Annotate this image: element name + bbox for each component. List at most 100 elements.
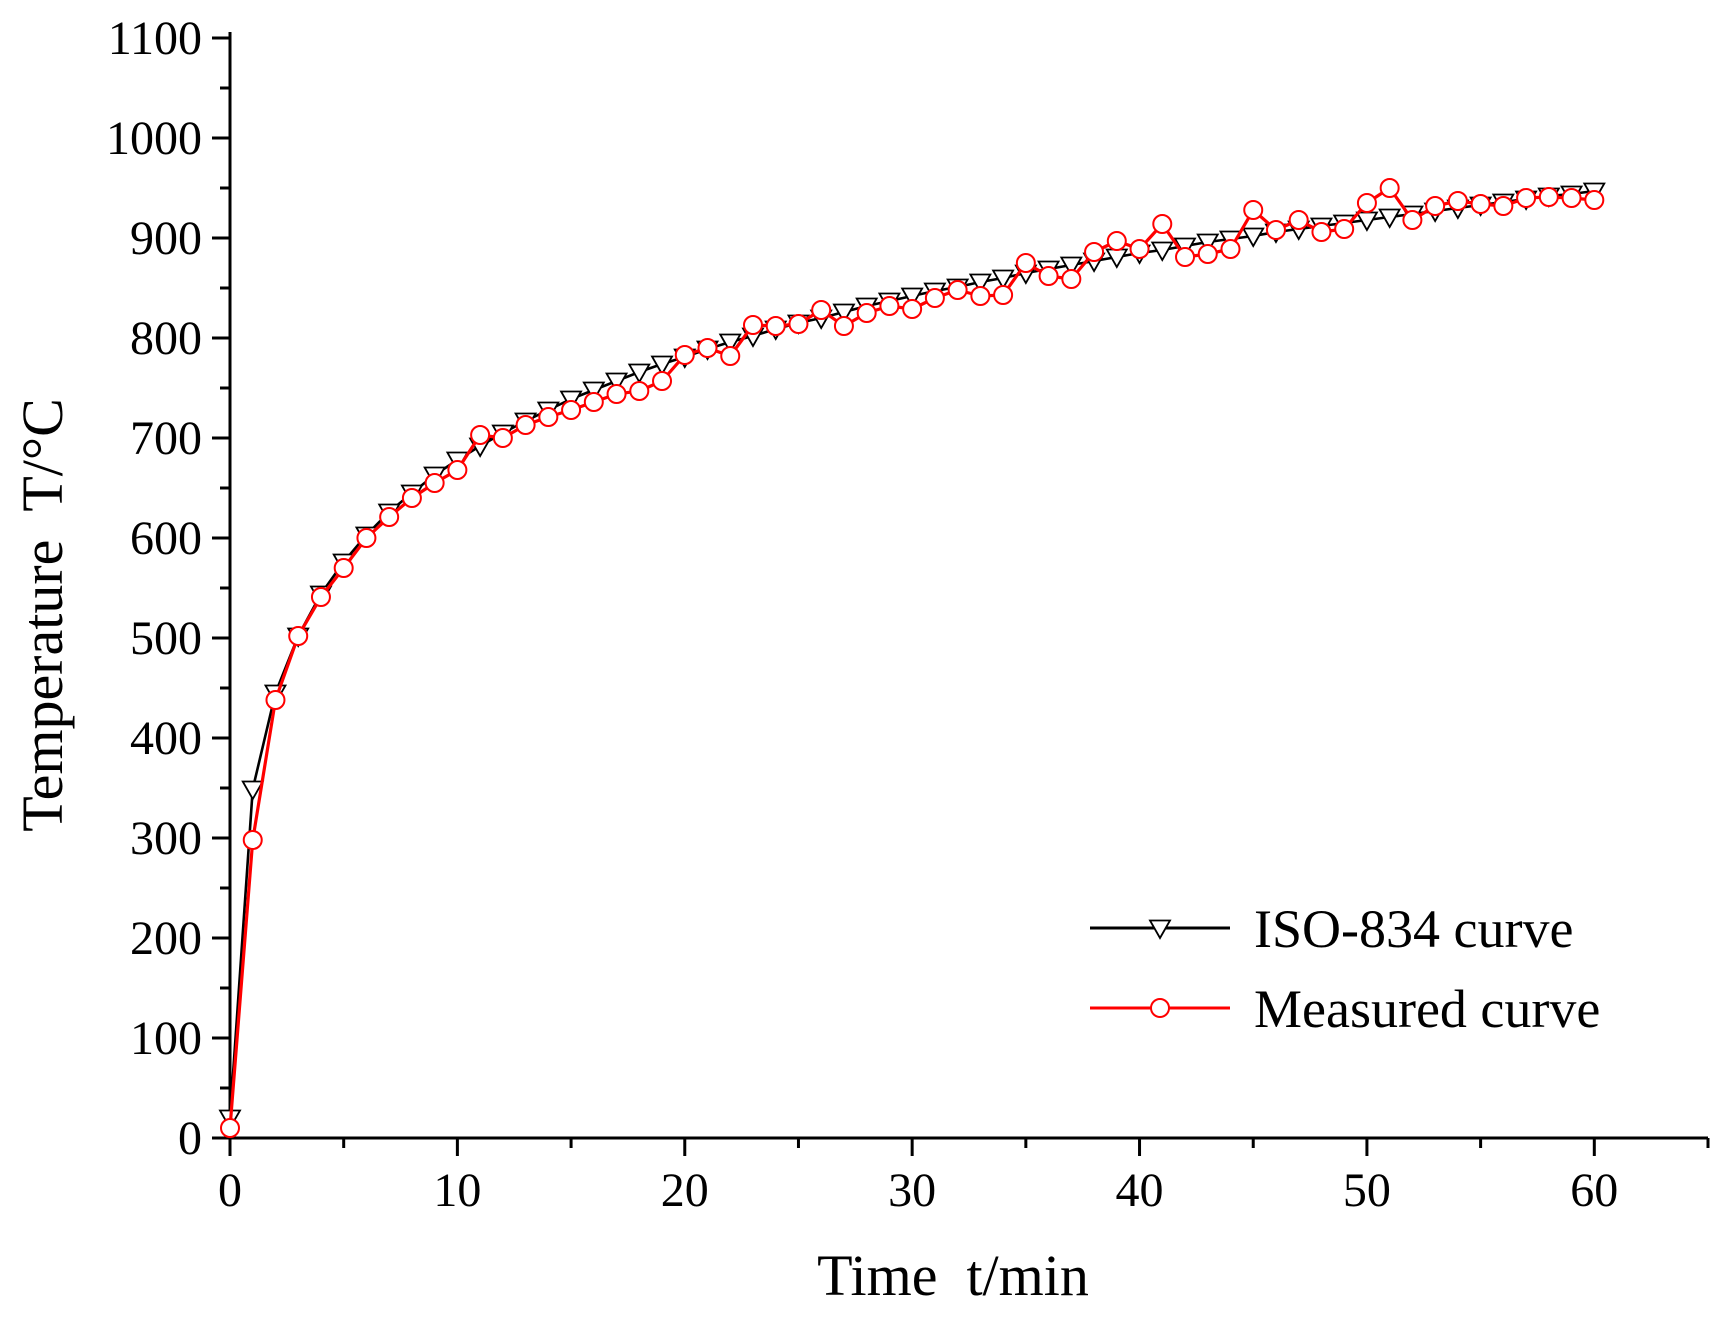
x-tick-label: 50 xyxy=(1343,1164,1391,1217)
x-tick-label: 0 xyxy=(218,1164,242,1217)
data-point xyxy=(515,415,536,435)
x-tick-label: 10 xyxy=(433,1164,481,1217)
data-point xyxy=(788,314,809,334)
series-layer xyxy=(218,178,1606,1138)
data-point xyxy=(627,363,651,384)
data-point xyxy=(492,428,513,448)
data-point xyxy=(582,381,606,402)
y-tick-label: 1000 xyxy=(106,112,202,165)
y-tick-label: 700 xyxy=(130,412,202,465)
y-tick-label: 0 xyxy=(178,1112,202,1165)
data-point xyxy=(718,333,742,354)
data-point xyxy=(1084,242,1105,262)
data-point xyxy=(650,355,674,376)
y-tick-label: 200 xyxy=(130,912,202,965)
data-point xyxy=(1175,247,1196,267)
data-point xyxy=(924,288,945,308)
legend: ISO-834 curve Measured curve xyxy=(1090,899,1600,1039)
data-point xyxy=(1061,269,1082,289)
data-point xyxy=(1356,193,1377,213)
data-point xyxy=(833,316,854,336)
legend-marker-shape xyxy=(1148,919,1172,940)
tick-labels: 0 100 200 300 400 500 600 700 800 900 1000 1100 0 10 2… xyxy=(106,12,1618,1217)
data-point xyxy=(811,300,832,320)
data-point xyxy=(605,372,629,393)
y-tick-label: 100 xyxy=(130,1012,202,1065)
x-tick-label: 30 xyxy=(888,1164,936,1217)
y-tick-label: 900 xyxy=(130,212,202,265)
y-tick-label: 500 xyxy=(130,612,202,665)
data-point xyxy=(902,299,923,319)
data-point xyxy=(1288,210,1309,230)
data-point xyxy=(424,473,445,493)
data-point xyxy=(1334,219,1355,239)
data-point xyxy=(1516,188,1537,208)
data-point xyxy=(561,400,582,420)
x-axis-title: Time t/min xyxy=(817,1243,1089,1308)
data-point xyxy=(1196,233,1220,254)
data-point xyxy=(947,280,968,300)
legend-marker-iso-834 xyxy=(1148,919,1172,940)
data-point xyxy=(1038,266,1059,286)
y-tick-label: 600 xyxy=(130,512,202,565)
data-point xyxy=(1311,222,1332,242)
data-point xyxy=(652,371,673,391)
data-point xyxy=(265,690,286,710)
data-point xyxy=(220,1118,240,1138)
data-point xyxy=(333,558,354,578)
legend-label-measured: Measured curve xyxy=(1254,979,1600,1039)
x-tick-label: 40 xyxy=(1116,1164,1164,1217)
data-point xyxy=(1379,178,1400,198)
data-point xyxy=(900,287,924,308)
data-point xyxy=(1584,190,1605,210)
data-point xyxy=(697,338,718,358)
data-point xyxy=(1447,191,1468,211)
data-point xyxy=(1015,253,1036,273)
data-point xyxy=(1538,187,1559,207)
data-point xyxy=(538,407,559,427)
data-point xyxy=(1402,210,1423,230)
x-tick-label: 60 xyxy=(1570,1164,1618,1217)
data-point xyxy=(970,286,991,306)
data-point xyxy=(1197,244,1218,264)
data-point xyxy=(765,316,786,336)
data-point xyxy=(1243,200,1264,220)
data-point xyxy=(447,460,468,480)
data-point xyxy=(606,384,627,404)
data-point xyxy=(1425,196,1446,216)
legend-marker-shape xyxy=(1150,998,1170,1018)
data-point xyxy=(401,488,422,508)
data-point xyxy=(1561,188,1582,208)
data-point xyxy=(242,830,263,850)
data-point xyxy=(1152,214,1173,234)
data-point xyxy=(583,392,604,412)
data-point xyxy=(856,303,877,323)
data-point xyxy=(1106,231,1127,251)
y-tick-label: 800 xyxy=(130,312,202,365)
data-point xyxy=(288,626,309,646)
data-point xyxy=(879,296,900,316)
y-tick-label: 1100 xyxy=(108,12,202,65)
data-point xyxy=(1378,208,1402,229)
data-point xyxy=(993,285,1014,305)
data-point xyxy=(742,315,763,335)
x-tick-label: 20 xyxy=(661,1164,709,1217)
data-point xyxy=(1150,241,1174,262)
series-measured xyxy=(220,178,1605,1138)
data-point xyxy=(241,780,265,801)
data-point xyxy=(720,346,741,366)
data-point xyxy=(1129,239,1150,259)
tick-marks xyxy=(212,36,1710,1156)
data-point xyxy=(1493,196,1514,216)
y-tick-label: 300 xyxy=(130,812,202,865)
data-point xyxy=(674,345,695,365)
legend-marker-measured xyxy=(1150,998,1170,1018)
axes xyxy=(228,32,1708,1140)
data-point xyxy=(1241,227,1265,248)
data-point xyxy=(1470,194,1491,214)
data-point xyxy=(832,303,856,324)
legend-label-iso-834: ISO-834 curve xyxy=(1254,899,1573,959)
data-point xyxy=(1265,220,1286,240)
